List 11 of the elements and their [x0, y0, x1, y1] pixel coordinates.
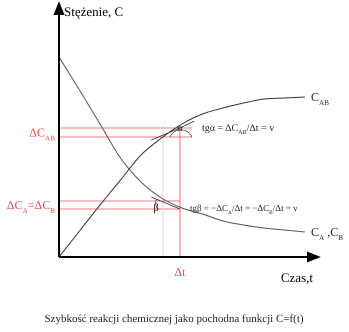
ref-line-label: ΔC$_{A}$=ΔC$_{B}$ — [6, 198, 56, 215]
text: Δt — [174, 265, 186, 279]
annotation: α — [177, 123, 184, 134]
y-axis-title: Stężenie, C — [64, 4, 124, 19]
series-label: C$_{A}$ ,C$_{B}$ — [311, 225, 344, 242]
text: Szybkość reakcji chemicznej jako pochodna funkcji C=f(t) — [44, 313, 304, 325]
annotation: tgα = ΔC$_{AB}$/Δt = v — [202, 123, 274, 136]
series-label: C$_{AB}$ — [311, 90, 330, 107]
annotation: tgβ = −ΔC$_{A}$/Δt = −ΔC$_{B}$/Δt = v — [190, 203, 298, 216]
ref-line-label: ΔC$_{AB}$ — [29, 126, 56, 142]
x-axis-title: Czas,t — [280, 270, 314, 285]
